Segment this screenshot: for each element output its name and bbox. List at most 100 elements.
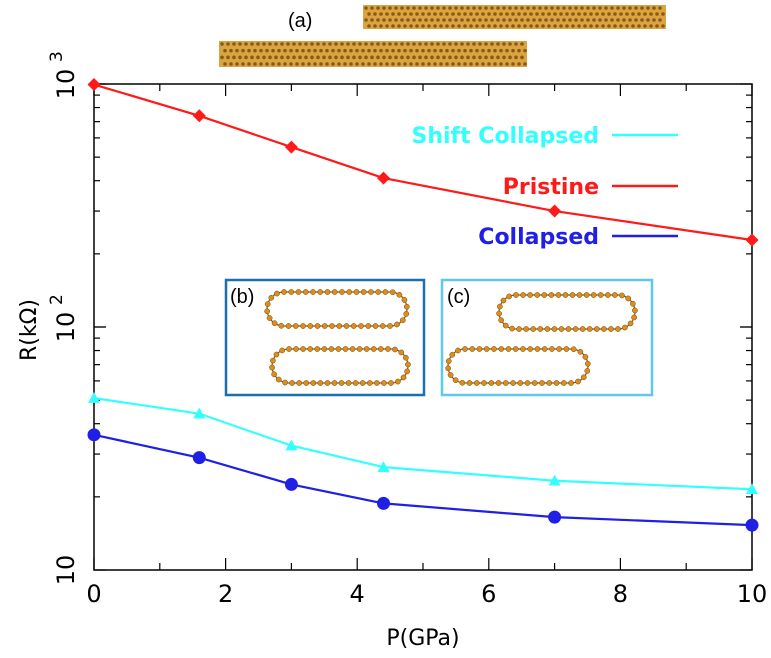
atom xyxy=(622,18,626,22)
atom xyxy=(412,18,416,22)
atom xyxy=(317,380,324,386)
atom xyxy=(280,42,284,46)
x-tick-label: 0 xyxy=(86,580,101,608)
atom xyxy=(483,346,490,352)
atom xyxy=(298,55,302,60)
atom xyxy=(538,6,542,10)
atom xyxy=(478,18,482,22)
atom xyxy=(286,346,292,352)
atom xyxy=(559,12,563,16)
atom xyxy=(462,346,468,352)
atom xyxy=(418,55,422,60)
atom xyxy=(481,12,485,16)
atom xyxy=(631,314,637,321)
data-point-collapsed xyxy=(192,451,206,465)
atom xyxy=(302,289,309,295)
atom xyxy=(496,55,500,60)
atom xyxy=(631,12,635,16)
atom xyxy=(376,6,380,10)
atom xyxy=(509,325,515,332)
atom xyxy=(415,48,419,53)
atom xyxy=(550,18,554,22)
atom xyxy=(427,62,431,66)
legend-item-shift-collapsed: Shift Collapsed xyxy=(412,124,678,149)
atom xyxy=(619,12,623,16)
atom xyxy=(406,42,410,46)
atom xyxy=(335,346,342,352)
atom xyxy=(253,48,257,53)
atom xyxy=(475,12,479,16)
atom xyxy=(307,48,311,53)
atom xyxy=(406,18,410,22)
atom xyxy=(405,361,411,368)
atom xyxy=(589,24,593,28)
atom xyxy=(472,18,476,22)
atom xyxy=(553,380,560,386)
atom xyxy=(451,24,455,28)
atom xyxy=(433,12,437,16)
atom xyxy=(637,24,641,28)
atom xyxy=(394,321,400,328)
atom xyxy=(613,12,617,16)
atom xyxy=(436,6,440,10)
atom xyxy=(442,18,446,22)
atom xyxy=(586,18,590,22)
series-line-pristine xyxy=(93,83,753,242)
atom xyxy=(391,48,395,53)
atom xyxy=(273,351,280,358)
atom xyxy=(395,378,401,385)
atom xyxy=(463,48,467,53)
atom xyxy=(469,48,473,53)
atom xyxy=(340,42,344,46)
atom xyxy=(379,48,383,53)
atom xyxy=(403,62,407,66)
y-tick-label: 10 2 xyxy=(47,294,80,342)
atom xyxy=(601,12,605,16)
atom xyxy=(547,24,551,28)
data-point-collapsed xyxy=(548,510,562,524)
atom xyxy=(241,48,245,53)
atom xyxy=(331,62,335,66)
atom xyxy=(454,42,458,46)
atom xyxy=(403,48,407,53)
atom xyxy=(628,18,632,22)
series-shift-collapsed xyxy=(88,392,758,495)
atom xyxy=(324,289,331,295)
atom xyxy=(562,6,566,10)
atom xyxy=(630,300,636,307)
atom xyxy=(517,12,521,16)
atom xyxy=(652,18,656,22)
atom xyxy=(478,55,482,60)
atom xyxy=(523,326,530,332)
atom xyxy=(551,326,558,332)
atom xyxy=(352,55,356,60)
atom xyxy=(460,6,464,10)
data-point-collapsed xyxy=(377,496,391,510)
atom xyxy=(502,18,506,22)
atom xyxy=(373,62,377,66)
atom xyxy=(541,24,545,28)
atom xyxy=(421,62,425,66)
atom xyxy=(457,48,461,53)
atom xyxy=(424,42,428,46)
atom xyxy=(262,55,266,60)
atom xyxy=(424,18,428,22)
x-tick-label: 8 xyxy=(613,580,628,608)
atom xyxy=(640,18,644,22)
atom xyxy=(396,291,403,298)
atom xyxy=(367,12,371,16)
atom xyxy=(365,323,372,329)
atom xyxy=(400,55,404,60)
atom xyxy=(342,346,349,352)
atom xyxy=(548,292,555,298)
atom xyxy=(400,42,404,46)
atom xyxy=(448,55,452,60)
atom xyxy=(403,354,409,361)
atom xyxy=(338,380,345,386)
atom xyxy=(565,24,569,28)
atom xyxy=(571,12,575,16)
atom xyxy=(439,62,443,66)
atom xyxy=(466,55,470,60)
atom xyxy=(527,292,533,298)
atom xyxy=(385,346,391,352)
